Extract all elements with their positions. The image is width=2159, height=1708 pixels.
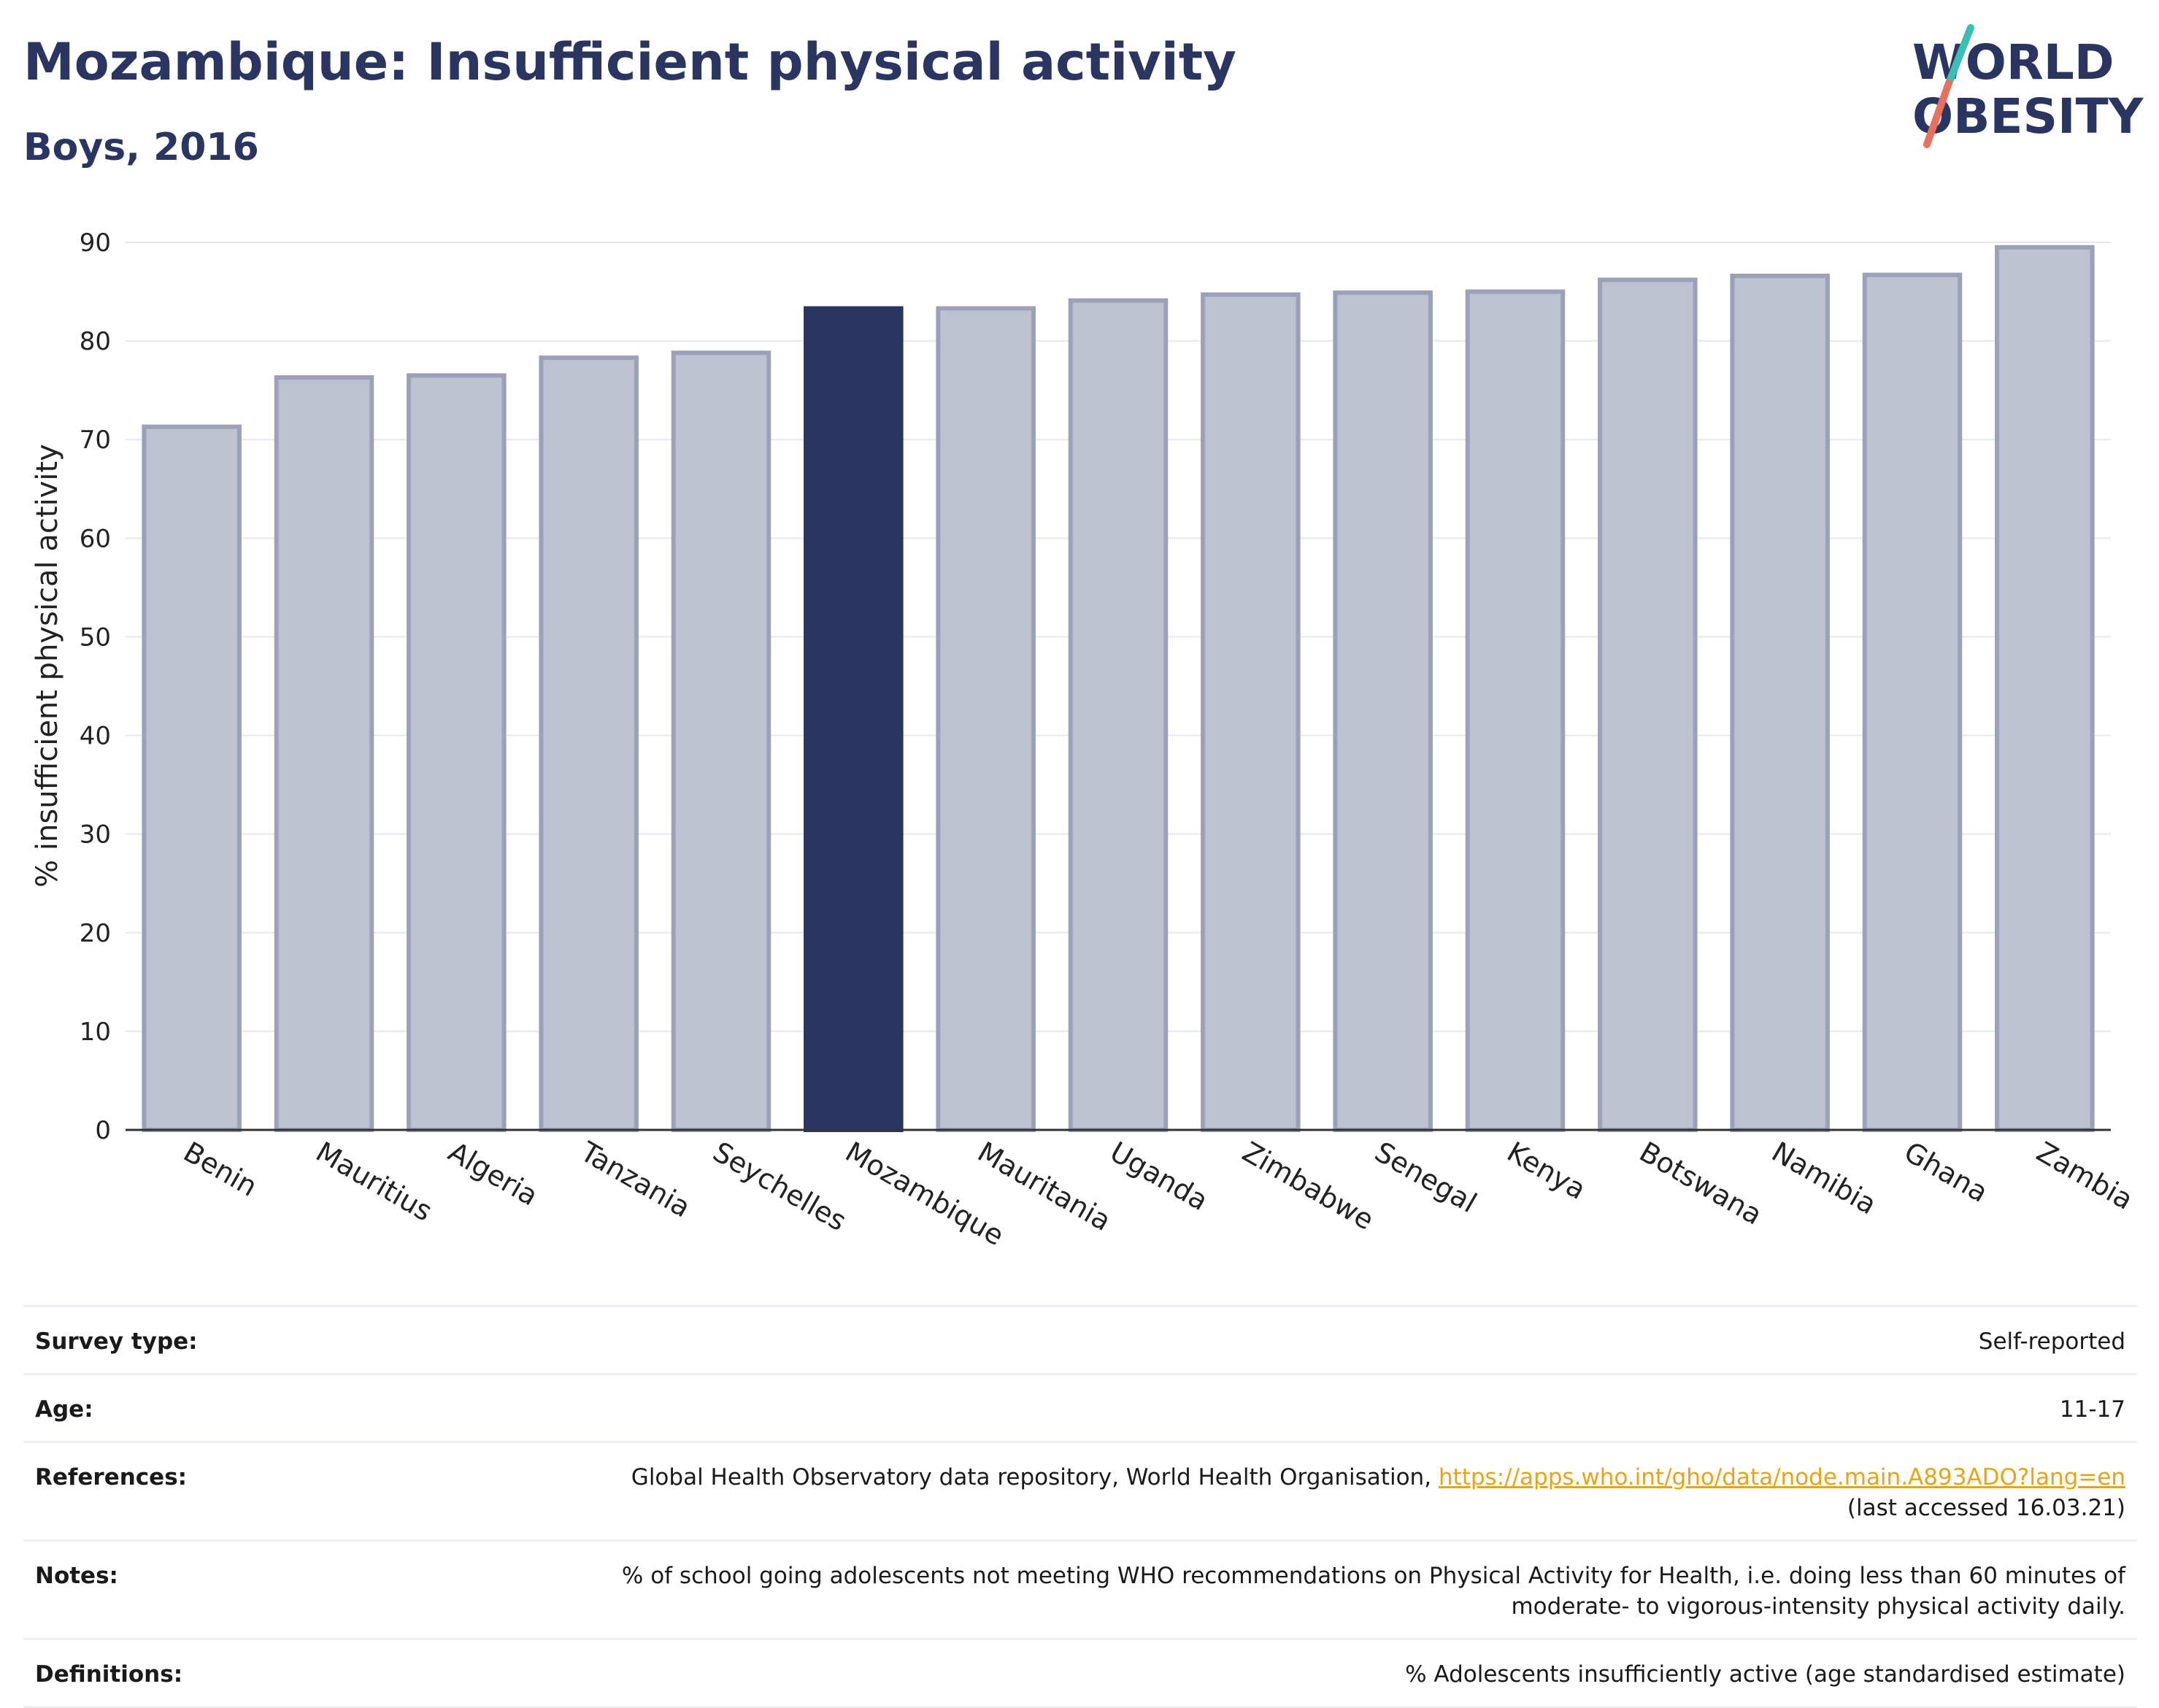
y-tick-label: 30 [80,820,111,850]
bar-zambia [1995,245,2095,1132]
references-accessed: (last accessed 16.03.21) [1847,1495,2125,1521]
bar-botswana [1598,277,1698,1133]
y-tick-label: 90 [80,228,111,258]
bar-benin [142,424,242,1132]
x-tick-label: Zambia [2031,1136,2139,1216]
notes-line-2: moderate- to vigorous-intensity physical… [1511,1593,2125,1620]
age-row: Age: 11-17 [23,1373,2137,1441]
bar-zimbabwe [1201,292,1301,1132]
chart-subtitle: Boys, 2016 [23,126,259,169]
x-tick-label: Botswana [1634,1136,1768,1231]
references-text: Global Health Observatory data repositor… [631,1464,1439,1490]
y-axis-label: % insufficient physical activity [31,444,64,888]
survey-type-value: Self-reported [1978,1328,2125,1355]
bar-ghana [1862,272,1963,1132]
age-value: 11-17 [2059,1396,2125,1423]
x-tick-label: Namibia [1766,1136,1882,1221]
definitions-row: Definitions: % Adolescents insufficientl… [23,1638,2137,1708]
notes-line-1: % of school going adolescents not meetin… [621,1563,2125,1589]
svg-text:OBESITY: OBESITY [1912,88,2144,145]
bar-seychelles [671,350,771,1132]
notes-label: Notes: [35,1563,118,1589]
references-value: Global Health Observatory data repositor… [631,1462,2125,1523]
bar-tanzania [539,355,639,1133]
y-tick-label: 0 [95,1116,111,1145]
x-axis: Benin Mauritius Algeria Tanzania SeychellesM… [126,1128,2139,1252]
y-axis: 0 10 20 30 40 50 60 70 80 90 [80,228,111,1145]
y-tick-label: 20 [80,919,111,948]
definitions-label: Definitions: [35,1661,183,1688]
bar-chart: Benin Mauritius Algeria Tanzania SeychellesM… [31,228,2139,1252]
bar-kenya [1465,289,1566,1132]
bar-uganda [1068,298,1169,1132]
notes-row: Notes: % of school going adolescents not… [23,1539,2137,1638]
x-tick-label: Seychelles [708,1136,852,1237]
references-link[interactable]: https://apps.who.int/gho/data/node.main.… [1438,1464,2125,1490]
bar-algeria [407,373,507,1132]
definitions-value: % Adolescents insufficiently active (age… [1405,1661,2125,1688]
survey-type-label: Survey type: [35,1328,198,1355]
y-tick-label: 50 [80,623,111,652]
references-label: References: [35,1464,188,1490]
bar-senegal [1333,290,1433,1133]
x-tick-label: Zimbabwe [1237,1136,1379,1236]
x-tick-label: Tanzania [574,1135,696,1223]
bars [142,245,2095,1133]
y-tick-label: 60 [80,524,111,553]
y-tick-label: 10 [80,1018,111,1047]
bar-namibia [1730,273,1830,1133]
x-tick-label: Senegal [1369,1136,1482,1220]
x-tick-label: Mauritius [311,1136,438,1228]
world-obesity-logo: WORLD OBESITY [1912,24,2144,148]
chart-title: Mozambique: Insufficient physical activi… [23,32,1236,92]
x-tick-label: Kenya [1502,1136,1592,1206]
x-tick-label: Uganda [1105,1136,1214,1217]
y-tick-label: 80 [80,327,111,356]
x-tick-label: Benin [178,1136,263,1203]
y-tick-label: 40 [80,722,111,751]
x-tick-label: Algeria [443,1136,544,1212]
info-table: Survey type: Self-reported Age: 11-17 Re… [23,1305,2137,1708]
bar-mauritania [936,306,1036,1133]
notes-value: % of school going adolescents not meetin… [622,1561,2125,1622]
bar-mauritius [274,375,374,1133]
age-label: Age: [35,1396,93,1423]
bar-mozambique [804,306,904,1133]
y-tick-label: 70 [80,426,111,455]
survey-type-row: Survey type: Self-reported [23,1305,2137,1373]
references-row: References: Global Health Observatory da… [23,1441,2137,1539]
x-tick-label: Ghana [1899,1136,1994,1209]
